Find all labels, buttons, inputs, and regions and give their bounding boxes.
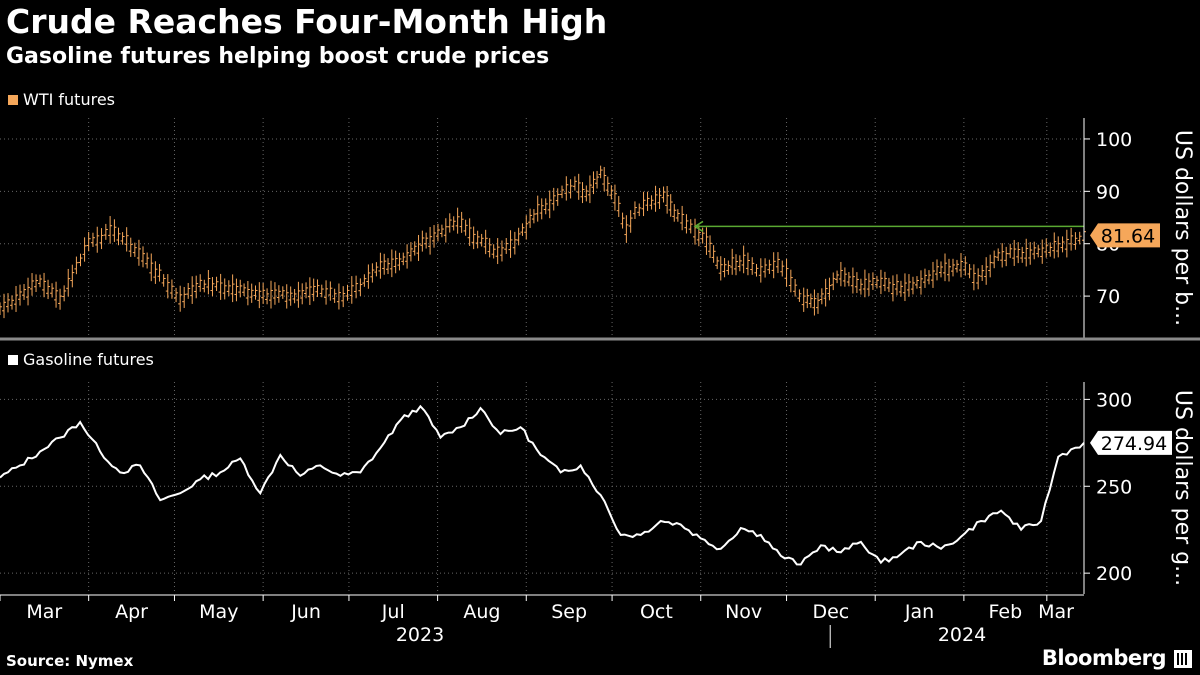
brand-logo: Bloomberg <box>1041 646 1167 670</box>
x-tick-label: Feb <box>989 601 1023 623</box>
legend-swatch-wti <box>8 94 18 105</box>
x-tick-label: Dec <box>812 601 849 623</box>
last-value-tag-gasoline <box>1090 430 1172 455</box>
last-value-label-gasoline: 274.94 <box>1101 433 1167 455</box>
x-tick-label: Mar <box>1038 601 1074 623</box>
x-tick-label: May <box>199 601 238 623</box>
x-tick-label: Jun <box>290 601 321 623</box>
legend-swatch-gasoline <box>8 354 18 365</box>
chart-subtitle: Gasoline futures helping boost crude pri… <box>6 44 550 69</box>
axes: 708090100US dollars per b...200250300US … <box>0 118 1200 648</box>
y-tick-label-gasoline: 300 <box>1096 389 1132 411</box>
y-tick-label-gasoline: 200 <box>1096 563 1132 585</box>
y-axis-title-wti: US dollars per b... <box>1170 130 1195 326</box>
legend-gasoline: Gasoline futures <box>8 350 154 369</box>
x-tick-label: Oct <box>640 601 673 623</box>
year-label-2023: 2023 <box>396 624 444 646</box>
legend-label-gasoline: Gasoline futures <box>23 350 154 369</box>
grid-gasoline <box>0 382 1084 594</box>
x-tick-label: Nov <box>725 601 762 623</box>
legend-label-wti: WTI futures <box>23 90 115 109</box>
series-wti <box>0 165 1086 319</box>
y-tick-label-wti: 90 <box>1096 181 1120 203</box>
reference-arrow-icon <box>693 220 704 233</box>
x-tick-label: Jan <box>904 601 934 623</box>
legend-wti: WTI futures <box>8 90 115 109</box>
series-gasoline <box>0 404 1085 566</box>
y-tick-label-gasoline: 250 <box>1096 476 1132 498</box>
y-tick-label-wti: 70 <box>1096 286 1120 308</box>
year-label-2024: 2024 <box>938 624 986 646</box>
x-tick-label: Mar <box>26 601 62 623</box>
last-value-label-wti: 81.64 <box>1101 225 1155 247</box>
grid-wti <box>0 118 1084 338</box>
y-tick-label-wti: 100 <box>1096 129 1132 151</box>
x-tick-label: Apr <box>115 601 148 623</box>
source-note: Source: Nymex <box>6 652 134 670</box>
chart-title: Crude Reaches Four-Month High <box>6 2 608 41</box>
x-tick-label: Sep <box>551 601 587 623</box>
y-axis-title-gasoline: US dollars per g... <box>1170 390 1195 586</box>
gasoline-line <box>0 404 1085 566</box>
last-value-tag-wti <box>1090 223 1160 248</box>
x-tick-label: Jul <box>381 601 405 623</box>
x-tick-label: Aug <box>463 601 500 623</box>
brand-logo-icon <box>1174 650 1192 668</box>
